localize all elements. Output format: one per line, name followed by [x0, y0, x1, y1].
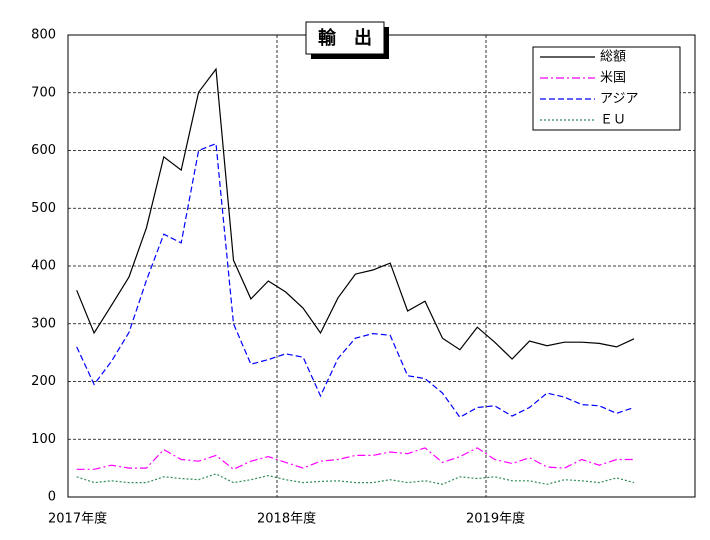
y-tick-label: 100: [31, 432, 56, 447]
y-tick-label: 600: [31, 143, 56, 158]
y-tick-label: 400: [31, 259, 56, 274]
legend-label: 米国: [600, 71, 626, 86]
series-line: [76, 67, 635, 360]
legend-label: ＥＵ: [600, 113, 626, 128]
series-line: [76, 447, 634, 471]
legend: [532, 46, 681, 131]
series-line: [76, 142, 635, 419]
legend-label: 総額: [600, 50, 626, 65]
y-tick-label: 500: [31, 201, 56, 216]
y-tick-label: 200: [31, 374, 56, 389]
legend-label: アジア: [600, 92, 638, 107]
series-line: [76, 473, 635, 485]
y-tick-label: 0: [48, 490, 56, 505]
x-tick-label: 2019年度: [466, 511, 525, 527]
lines: [76, 67, 635, 485]
y-tick-label: 700: [31, 85, 56, 100]
x-tick-label: 2017年度: [48, 511, 107, 527]
chart-title: 輸 出: [318, 27, 372, 49]
y-tick-label: 300: [31, 316, 56, 331]
x-tick-label: 2018年度: [257, 511, 316, 527]
y-tick-label: 800: [31, 28, 56, 43]
title-box: [305, 21, 385, 55]
